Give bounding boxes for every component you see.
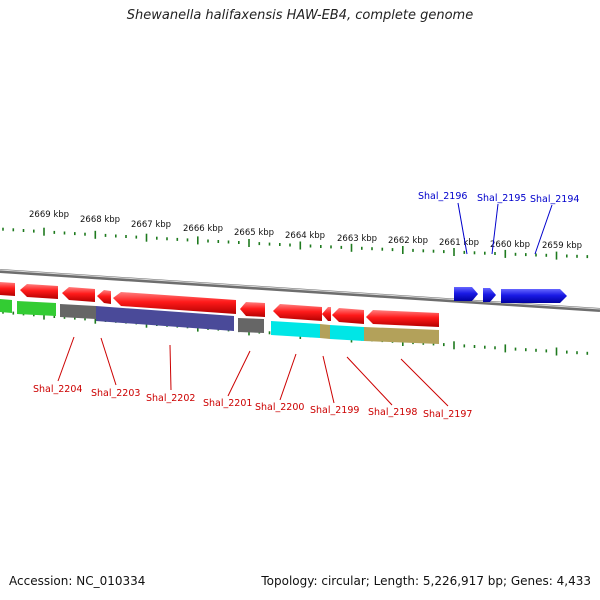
kbp-label: 2665 kbp [234, 228, 274, 238]
label-leader [227, 350, 251, 397]
label-leader [491, 203, 499, 255]
kbp-label: 2662 kbp [388, 236, 428, 246]
forward-gene-labels: Shal_2196 Shal_2195 Shal_2194 [418, 191, 579, 255]
gene-arrow-forward[interactable] [483, 288, 496, 302]
label-leader [100, 337, 117, 386]
reverse-gene-labels: Shal_2204 Shal_2203 Shal_2202 Shal_2201 … [33, 336, 472, 420]
gene-arrow-reverse[interactable] [366, 310, 439, 327]
label-leader [534, 204, 553, 255]
gene-arrow-reverse[interactable] [0, 282, 15, 296]
kbp-label: 2667 kbp [131, 220, 171, 230]
genome-backbone-highlight [0, 269, 600, 310]
kbp-label: 2664 kbp [285, 231, 325, 241]
kbp-label: 2669 kbp [29, 210, 69, 220]
reverse-strand-genes [0, 282, 439, 327]
genome-backbone [0, 269, 600, 312]
gene-label-forward[interactable]: Shal_2194 [530, 194, 579, 205]
map-title: Shewanella halifaxensis HAW-EB4, complet… [126, 8, 474, 23]
gene-arrow-reverse[interactable] [322, 307, 331, 321]
topology-text: Topology: circular; Length: 5,226,917 bp… [261, 574, 591, 588]
gene-label-forward[interactable]: Shal_2195 [477, 193, 526, 204]
label-leader [457, 202, 468, 255]
cog-bar [96, 306, 234, 331]
cog-bar [330, 325, 364, 341]
label-leader [57, 336, 75, 382]
cog-bar [238, 318, 264, 333]
cog-bar [17, 301, 56, 316]
gene-arrow-reverse[interactable] [113, 292, 236, 314]
gene-arrow-reverse[interactable] [273, 304, 322, 321]
gene-label-reverse[interactable]: Shal_2199 [310, 405, 359, 416]
label-leader [346, 356, 393, 406]
label-leader [322, 355, 335, 404]
gene-label-forward[interactable]: Shal_2196 [418, 191, 467, 202]
cog-bar [0, 299, 12, 313]
kbp-label: 2663 kbp [337, 234, 377, 244]
kbp-label: 2668 kbp [80, 215, 120, 225]
accession-text: Accession: NC_010334 [9, 574, 146, 588]
gene-label-reverse[interactable]: Shal_2197 [423, 409, 472, 420]
gene-arrow-reverse[interactable] [97, 290, 111, 304]
gene-label-reverse[interactable]: Shal_2200 [255, 402, 304, 413]
cog-bar [271, 321, 320, 338]
kbp-label: 2661 kbp [439, 238, 479, 248]
gene-arrow-forward[interactable] [501, 289, 567, 303]
kbp-label: 2660 kbp [490, 240, 530, 250]
kbp-scale: 2669 kbp 2668 kbp 2667 kbp 2666 kbp 2665… [29, 210, 582, 251]
label-leader [400, 358, 449, 407]
kbp-label: 2666 kbp [183, 224, 223, 234]
cog-bar [320, 324, 330, 339]
cog-track [0, 299, 439, 344]
gene-label-reverse[interactable]: Shal_2204 [33, 384, 82, 395]
gene-arrow-reverse[interactable] [20, 284, 58, 299]
gene-label-reverse[interactable]: Shal_2202 [146, 393, 195, 404]
kbp-label: 2659 kbp [542, 241, 582, 251]
cog-bar [60, 304, 96, 319]
gene-arrow-forward[interactable] [454, 287, 478, 301]
gene-arrow-reverse[interactable] [62, 287, 95, 302]
gene-arrow-reverse[interactable] [240, 302, 265, 317]
label-leader [169, 344, 172, 391]
gene-label-reverse[interactable]: Shal_2198 [368, 407, 417, 418]
upper-tick-track [2, 227, 589, 260]
label-leader [279, 353, 297, 401]
cog-bar [364, 327, 439, 344]
forward-strand-genes [454, 287, 567, 303]
gene-arrow-reverse[interactable] [332, 308, 364, 324]
gene-label-reverse[interactable]: Shal_2201 [203, 398, 252, 409]
gene-label-reverse[interactable]: Shal_2203 [91, 388, 140, 399]
